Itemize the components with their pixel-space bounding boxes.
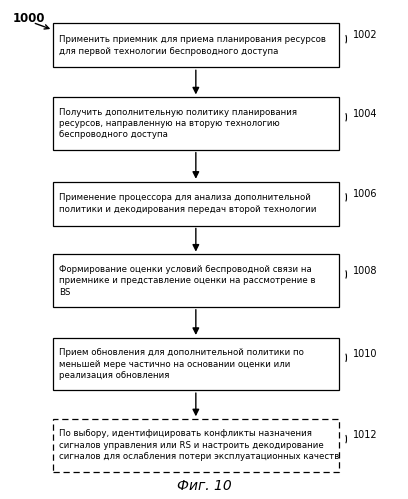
Text: 1012: 1012 bbox=[353, 430, 377, 441]
Text: Прием обновления для дополнительной политики по
меньшей мере частично на основан: Прием обновления для дополнительной поли… bbox=[59, 348, 304, 380]
Text: Формирование оценки условий беспроводной связи на
приемнике и представление оцен: Формирование оценки условий беспроводной… bbox=[59, 265, 316, 296]
Text: По выбору, идентифицировать конфликты назначения
сигналов управления или RS и на: По выбору, идентифицировать конфликты на… bbox=[59, 430, 339, 461]
Text: 1008: 1008 bbox=[353, 265, 377, 276]
FancyBboxPatch shape bbox=[53, 23, 339, 67]
Text: 1010: 1010 bbox=[353, 349, 377, 359]
Text: 1004: 1004 bbox=[353, 108, 377, 119]
FancyBboxPatch shape bbox=[53, 182, 339, 226]
Text: 1000: 1000 bbox=[12, 12, 45, 25]
FancyBboxPatch shape bbox=[53, 338, 339, 390]
Text: Получить дополнительную политику планирования
ресурсов, направленную на вторую т: Получить дополнительную политику планиро… bbox=[59, 108, 297, 139]
Text: 1006: 1006 bbox=[353, 189, 377, 199]
Text: Применение процессора для анализа дополнительной
политики и декодирования переда: Применение процессора для анализа дополн… bbox=[59, 194, 317, 214]
Text: Фиг. 10: Фиг. 10 bbox=[177, 479, 231, 493]
Text: 1002: 1002 bbox=[353, 30, 377, 40]
FancyBboxPatch shape bbox=[53, 419, 339, 472]
FancyBboxPatch shape bbox=[53, 254, 339, 307]
Text: Применить приемник для приема планирования ресурсов
для первой технологии беспро: Применить приемник для приема планирован… bbox=[59, 35, 326, 55]
FancyBboxPatch shape bbox=[53, 97, 339, 150]
